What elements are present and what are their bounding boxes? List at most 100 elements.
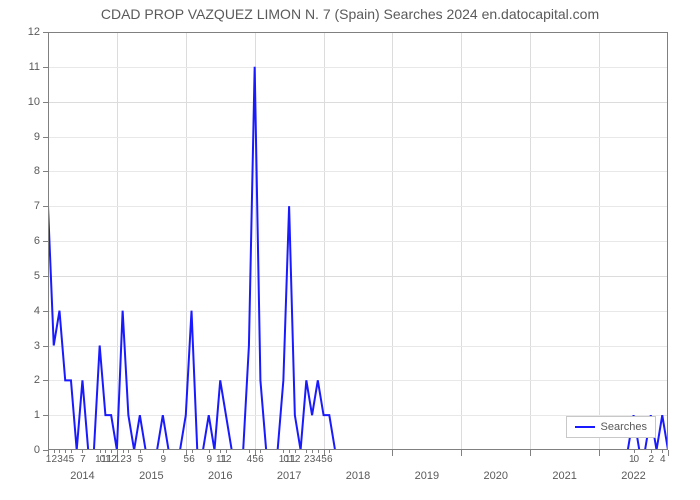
y-tick: [43, 32, 48, 33]
x-tick-minor: [82, 450, 83, 453]
x-month-label: 7: [80, 454, 85, 465]
x-month-label: 3: [126, 454, 131, 465]
x-tick-minor: [117, 450, 118, 453]
y-tick-label: 8: [34, 165, 40, 177]
x-tick-minor: [283, 450, 284, 453]
legend: Searches: [566, 416, 656, 438]
x-month-label: 9: [206, 454, 211, 465]
x-tick-minor: [318, 450, 319, 453]
x-month-label: 2: [304, 454, 309, 465]
x-month-label: 4: [63, 454, 68, 465]
x-year-label: 2015: [139, 470, 163, 482]
x-year-label: 2018: [346, 470, 370, 482]
legend-swatch: [575, 426, 595, 428]
y-tick-label: 10: [28, 96, 40, 108]
x-month-label: 5: [252, 454, 257, 465]
x-month-label: 12: [290, 454, 299, 465]
x-month-label: 6: [189, 454, 194, 465]
x-month-label: 3: [310, 454, 315, 465]
x-month-label: 5: [183, 454, 188, 465]
x-tick-minor: [255, 450, 256, 453]
x-tick-minor: [329, 450, 330, 453]
x-tick-minor: [54, 450, 55, 453]
y-tick-label: 1: [34, 409, 40, 421]
x-month-label: 6: [258, 454, 263, 465]
y-tick: [43, 346, 48, 347]
x-axis-major-labels: 2014 2015 2016 2017 2018 2019 2020 2021 2022: [48, 470, 668, 484]
y-tick: [43, 206, 48, 207]
x-tick-minor: [209, 450, 210, 453]
y-tick: [43, 311, 48, 312]
y-tick: [43, 276, 48, 277]
x-year-label: 2019: [415, 470, 439, 482]
y-tick: [43, 241, 48, 242]
x-month-label: 6: [327, 454, 332, 465]
y-tick-label: 12: [28, 26, 40, 38]
x-tick-minor: [306, 450, 307, 453]
x-month-label: 10: [629, 454, 638, 465]
x-month-label: 4: [316, 454, 321, 465]
x-tick-minor: [163, 450, 164, 453]
plot-area: Searches: [48, 32, 668, 450]
y-tick-label: 9: [34, 131, 40, 143]
legend-label: Searches: [601, 421, 647, 433]
x-tick-minor: [324, 450, 325, 453]
y-axis-labels: 0123456789101112: [0, 32, 42, 450]
x-month-label: 4: [247, 454, 252, 465]
x-tick-minor: [111, 450, 112, 453]
x-month-label: 5: [321, 454, 326, 465]
y-tick-label: 2: [34, 374, 40, 386]
x-month-label: 5: [138, 454, 143, 465]
x-tick-minor: [289, 450, 290, 453]
x-tick-minor: [192, 450, 193, 453]
x-tick-minor: [651, 450, 652, 453]
y-tick-label: 5: [34, 270, 40, 282]
y-tick: [43, 67, 48, 68]
y-tick-label: 0: [34, 444, 40, 456]
y-tick: [43, 171, 48, 172]
x-month-label: 1: [46, 454, 51, 465]
y-tick-label: 3: [34, 340, 40, 352]
x-year-label: 2021: [552, 470, 576, 482]
x-month-label: 3: [57, 454, 62, 465]
x-tick-minor: [662, 450, 663, 453]
y-tick-label: 6: [34, 235, 40, 247]
x-tick-minor: [140, 450, 141, 453]
x-tick-minor: [59, 450, 60, 453]
x-tick-minor: [105, 450, 106, 453]
x-tick-minor: [123, 450, 124, 453]
x-axis-minor-labels: 1234571011121235956911124561011122345610…: [48, 454, 668, 468]
x-month-label: 1: [115, 454, 120, 465]
x-tick-minor: [48, 450, 49, 453]
x-tick-minor: [186, 450, 187, 453]
y-tick-label: 4: [34, 305, 40, 317]
x-tick-minor: [226, 450, 227, 453]
y-tick: [43, 415, 48, 416]
x-tick-minor: [260, 450, 261, 453]
x-year-label: 2020: [484, 470, 508, 482]
x-tick-minor: [71, 450, 72, 453]
y-tick: [43, 380, 48, 381]
x-tick-minor: [100, 450, 101, 453]
x-month-label: 5: [69, 454, 74, 465]
x-tick-minor: [65, 450, 66, 453]
y-tick: [43, 102, 48, 103]
x-year-label: 2022: [621, 470, 645, 482]
chart-title: CDAD PROP VAZQUEZ LIMON N. 7 (Spain) Sea…: [0, 6, 700, 22]
x-tick-minor: [249, 450, 250, 453]
x-year-label: 2014: [70, 470, 94, 482]
series-line: [48, 32, 668, 450]
x-tick-minor: [295, 450, 296, 453]
x-month-label: 2: [51, 454, 56, 465]
y-tick-label: 11: [29, 61, 40, 73]
x-year-label: 2016: [208, 470, 232, 482]
x-month-label: 2: [648, 454, 653, 465]
y-tick-label: 7: [34, 200, 40, 212]
x-tick-minor: [634, 450, 635, 453]
x-year-label: 2017: [277, 470, 301, 482]
x-tick-minor: [312, 450, 313, 453]
x-tick-minor: [128, 450, 129, 453]
x-month-label: 2: [120, 454, 125, 465]
x-month-label: 12: [221, 454, 230, 465]
y-tick: [43, 137, 48, 138]
